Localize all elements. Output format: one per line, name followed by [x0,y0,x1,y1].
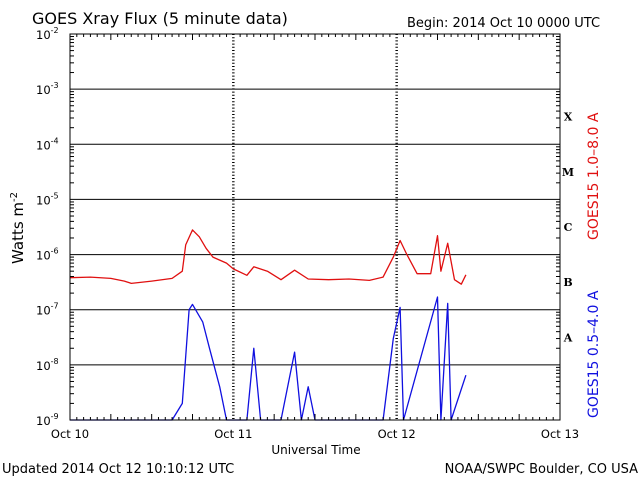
y-tick-label: 10-7 [36,302,59,318]
updated-time: Updated 2014 Oct 12 10:10:12 UTC [2,462,234,477]
y-tick-label: 10-4 [36,136,59,152]
y-tick-exponent: -5 [51,191,59,200]
flare-class-c: C [564,221,573,234]
y-tick-exponent: -7 [51,302,59,311]
chart-title: GOES Xray Flux (5 minute data) [32,9,288,28]
flare-class-x: X [564,111,573,124]
begin-time: Begin: 2014 Oct 10 0000 UTC [407,16,600,31]
y-tick-label: 10-9 [36,412,59,428]
legend-series-long: GOES15 1.0–8.0 A [586,112,602,240]
grid [70,34,560,420]
flare-class-a: A [563,331,573,344]
y-axis-label: Watts m-2 [9,192,27,264]
y-tick-exponent: -6 [51,247,59,256]
y-tick-label: 10-6 [36,247,59,263]
y-tick-label: 10-5 [36,191,59,207]
series-line-1 [70,296,467,421]
x-tick-label: Oct 13 [541,427,579,441]
x-axis-label: Universal Time [271,443,360,457]
data-series [69,229,467,421]
x-tick-label: Oct 10 [51,427,89,441]
y-tick-exponent: -9 [51,412,59,421]
x-tick-label: Oct 12 [378,427,416,441]
y-axis-label-exponent: -2 [9,192,20,202]
legend-series-short: GOES15 0.5–4.0 A [586,290,602,418]
plot-frame [69,33,561,421]
flare-class-m: M [562,166,574,179]
series-line-0 [69,229,467,285]
y-tick-exponent: -8 [51,357,59,366]
y-tick-label: 10-8 [36,357,59,373]
x-tick-label: Oct 11 [214,427,252,441]
y-tick-exponent: -2 [51,26,59,35]
y-tick-label: 10-3 [36,81,59,97]
credit: NOAA/SWPC Boulder, CO USA [445,462,638,477]
y-tick-exponent: -4 [51,136,59,145]
y-tick-exponent: -3 [51,81,59,90]
y-axis-label-text: Watts m [9,202,27,264]
flare-class-b: B [563,276,572,289]
y-tick-label: 10-2 [36,26,59,42]
